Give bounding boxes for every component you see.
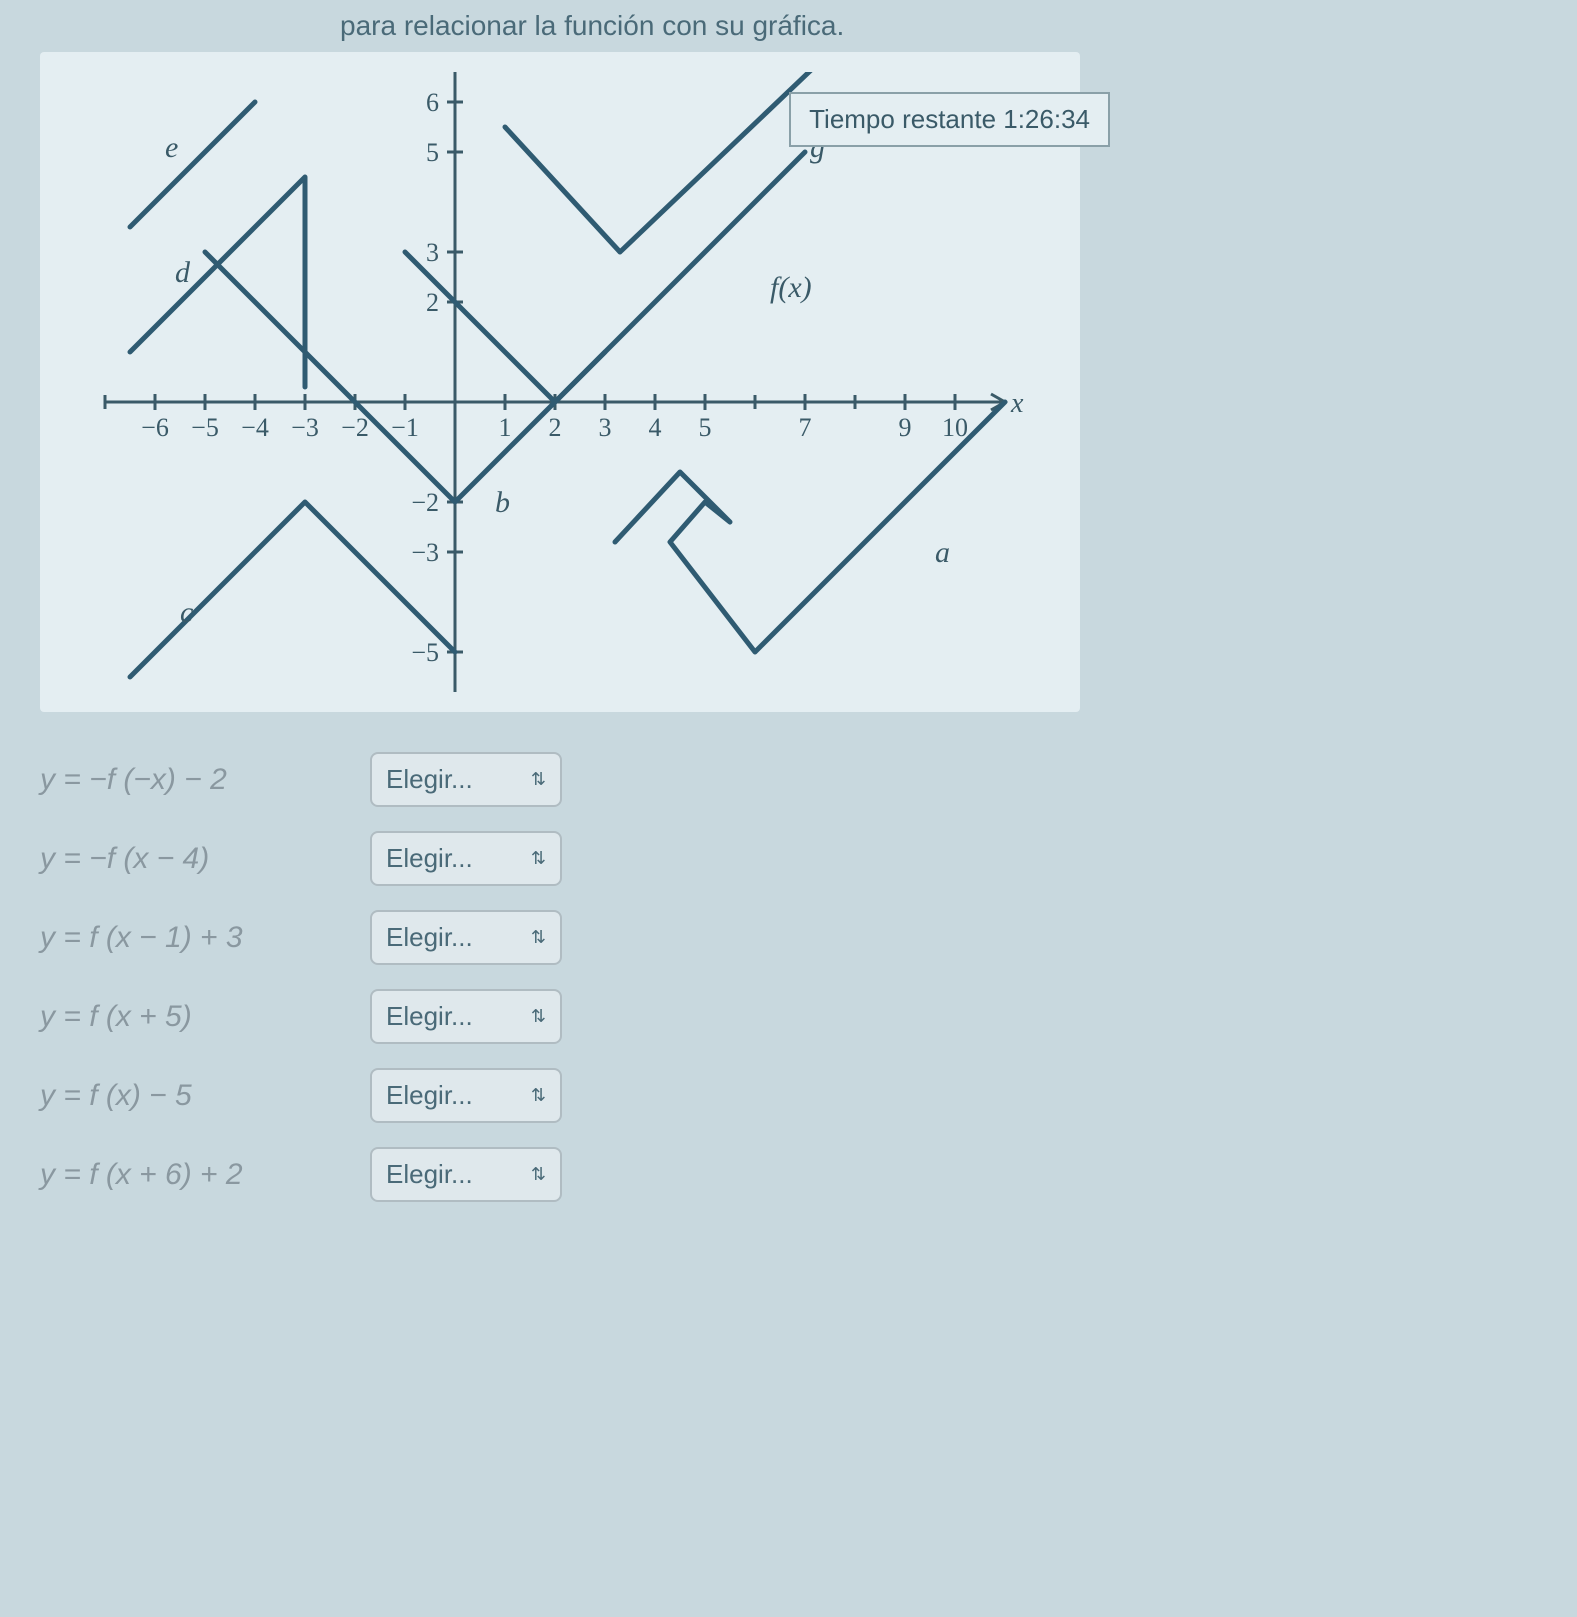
caret-icon: ⇅ xyxy=(531,769,546,790)
select-2[interactable]: Elegir... ⇅ xyxy=(370,910,562,965)
equation-1: y = −f (x − 4) xyxy=(40,842,370,876)
svg-text:10: 10 xyxy=(942,413,968,442)
answer-row-1: y = −f (x − 4) Elegir... ⇅ xyxy=(40,831,1537,886)
answer-row-5: y = f (x + 6) + 2 Elegir... ⇅ xyxy=(40,1147,1537,1202)
svg-text:−4: −4 xyxy=(241,413,269,442)
equation-0: y = −f (−x) − 2 xyxy=(40,763,370,797)
caret-icon: ⇅ xyxy=(531,1006,546,1027)
caret-icon: ⇅ xyxy=(531,848,546,869)
svg-text:−3: −3 xyxy=(411,538,439,567)
timer-box: Tiempo restante 1:26:34 xyxy=(789,92,1110,147)
select-4[interactable]: Elegir... ⇅ xyxy=(370,1068,562,1123)
select-placeholder: Elegir... xyxy=(386,1080,473,1111)
select-placeholder: Elegir... xyxy=(386,843,473,874)
svg-text:a: a xyxy=(935,536,950,569)
svg-text:1: 1 xyxy=(499,413,512,442)
svg-text:−5: −5 xyxy=(411,638,439,667)
svg-text:9: 9 xyxy=(899,413,912,442)
svg-text:5: 5 xyxy=(426,138,439,167)
svg-text:5: 5 xyxy=(699,413,712,442)
select-placeholder: Elegir... xyxy=(386,764,473,795)
svg-text:f(x): f(x) xyxy=(770,271,812,304)
select-1[interactable]: Elegir... ⇅ xyxy=(370,831,562,886)
svg-text:−2: −2 xyxy=(411,488,439,517)
svg-text:b: b xyxy=(495,486,510,519)
function-graph: yx−6−5−4−3−2−11234579106532−2−3−5f(x)abc… xyxy=(60,72,1040,692)
answer-row-3: y = f (x + 5) Elegir... ⇅ xyxy=(40,989,1537,1044)
select-3[interactable]: Elegir... ⇅ xyxy=(370,989,562,1044)
svg-text:x: x xyxy=(1010,388,1024,419)
svg-text:e: e xyxy=(165,131,178,164)
caret-icon: ⇅ xyxy=(531,927,546,948)
svg-text:−2: −2 xyxy=(341,413,369,442)
svg-text:2: 2 xyxy=(426,288,439,317)
svg-text:4: 4 xyxy=(649,413,662,442)
select-5[interactable]: Elegir... ⇅ xyxy=(370,1147,562,1202)
answer-row-2: y = f (x − 1) + 3 Elegir... ⇅ xyxy=(40,910,1537,965)
svg-text:3: 3 xyxy=(426,238,439,267)
instruction-text: para relacionar la función con su gráfic… xyxy=(40,0,1537,52)
equation-4: y = f (x) − 5 xyxy=(40,1079,370,1113)
equation-5: y = f (x + 6) + 2 xyxy=(40,1158,370,1192)
select-placeholder: Elegir... xyxy=(386,922,473,953)
svg-text:−3: −3 xyxy=(291,413,319,442)
svg-text:2: 2 xyxy=(549,413,562,442)
answer-list: y = −f (−x) − 2Elegir...⇅y = −f (x − 4)E… xyxy=(40,752,1537,1202)
caret-icon: ⇅ xyxy=(531,1085,546,1106)
answer-row-0: y = −f (−x) − 2 Elegir... ⇅ xyxy=(40,752,1537,807)
svg-text:−5: −5 xyxy=(191,413,219,442)
select-placeholder: Elegir... xyxy=(386,1159,473,1190)
select-placeholder: Elegir... xyxy=(386,1001,473,1032)
svg-text:6: 6 xyxy=(426,88,439,117)
svg-text:3: 3 xyxy=(599,413,612,442)
answer-row-4: y = f (x) − 5 Elegir... ⇅ xyxy=(40,1068,1537,1123)
svg-text:7: 7 xyxy=(799,413,812,442)
svg-text:c: c xyxy=(180,596,193,629)
svg-text:−1: −1 xyxy=(391,413,419,442)
caret-icon: ⇅ xyxy=(531,1164,546,1185)
svg-text:d: d xyxy=(175,256,191,289)
select-0[interactable]: Elegir... ⇅ xyxy=(370,752,562,807)
equation-3: y = f (x + 5) xyxy=(40,1000,370,1034)
equation-2: y = f (x − 1) + 3 xyxy=(40,921,370,955)
svg-text:−6: −6 xyxy=(141,413,169,442)
graph-container: Tiempo restante 1:26:34 yx−6−5−4−3−2−112… xyxy=(40,52,1080,712)
